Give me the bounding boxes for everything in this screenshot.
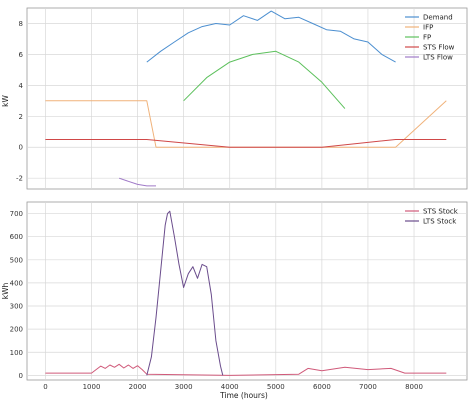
power-series-fp: [183, 50, 346, 109]
storage-y-axis-label: kWh: [1, 282, 10, 299]
storage-x-tick-label: 2000: [129, 383, 147, 391]
power-legend-label-sts-flow: STS Flow: [423, 44, 455, 52]
storage-x-tick-label: 5000: [267, 383, 285, 391]
storage-y-tick-label: 600: [10, 233, 23, 241]
power-series-demand: [146, 10, 396, 63]
storage-x-tick-label: 4000: [221, 383, 239, 391]
power-panel: -2 0 2 4 6 8 kW Demand IFP FP STS Flow LTS Flow: [1, 7, 468, 190]
power-series-lts-flow: [118, 177, 156, 187]
power-legend: Demand IFP FP STS Flow LTS Flow: [405, 14, 455, 62]
power-y-tick-label: 4: [19, 82, 24, 90]
power-y-tick-label: 2: [19, 113, 23, 121]
storage-y-tick-label: 0: [19, 372, 23, 380]
power-y-tick-label: 0: [19, 144, 23, 152]
power-y-tick-labels: -2 0 2 4 6 8: [16, 20, 24, 183]
storage-x-tick-label: 3000: [175, 383, 193, 391]
power-gridlines: [27, 8, 467, 189]
storage-y-tick-labels: 0 100 200 300 400 500 600 700: [10, 210, 23, 380]
power-series-sts-flow: [45, 139, 447, 148]
storage-x-tick-label: 7000: [359, 383, 377, 391]
storage-x-axis-label: Time (hours): [219, 391, 268, 400]
storage-x-tick-label: 8000: [405, 383, 423, 391]
power-legend-label-fp: FP: [423, 34, 431, 42]
storage-series-sts-stock: [45, 363, 447, 376]
storage-legend-label-lts-stock: LTS Stock: [423, 218, 457, 226]
storage-y-tick-label: 400: [10, 279, 23, 287]
storage-x-tick-label: 6000: [313, 383, 331, 391]
power-y-axis-label: kW: [1, 95, 10, 107]
power-legend-label-demand: Demand: [423, 14, 453, 22]
storage-panel: 0 100 200 300 400 500 600 700 0 1000 2000 3000 4000…: [1, 201, 468, 400]
power-legend-label-lts-flow: LTS Flow: [423, 54, 453, 62]
power-series-group: [45, 10, 447, 187]
power-legend-label-ifp: IFP: [423, 24, 433, 32]
storage-series-group: [45, 210, 447, 376]
power-y-tick-label: 6: [19, 51, 24, 59]
storage-y-tick-label: 100: [10, 349, 23, 357]
storage-plot-area: [26, 201, 468, 381]
storage-series-lts-stock: [146, 210, 224, 376]
storage-legend: STS Stock LTS Stock: [405, 208, 459, 226]
storage-x-tick-label: 1000: [83, 383, 101, 391]
storage-y-tick-label: 700: [10, 210, 23, 218]
storage-y-tick-label: 300: [10, 303, 23, 311]
storage-y-tick-label: 200: [10, 326, 23, 334]
storage-x-tick-label: 0: [43, 383, 47, 391]
storage-legend-label-sts-stock: STS Stock: [423, 208, 459, 216]
power-y-tick-label: 8: [19, 20, 23, 28]
power-y-tick-label: -2: [16, 175, 23, 183]
power-plot-area: [26, 7, 468, 190]
power-series-ifp: [45, 100, 447, 148]
storage-y-tick-label: 500: [10, 256, 23, 264]
storage-gridlines: [27, 202, 467, 380]
storage-x-tick-labels: 0 1000 2000 3000 4000 5000 6000 7000 8000: [43, 383, 423, 391]
